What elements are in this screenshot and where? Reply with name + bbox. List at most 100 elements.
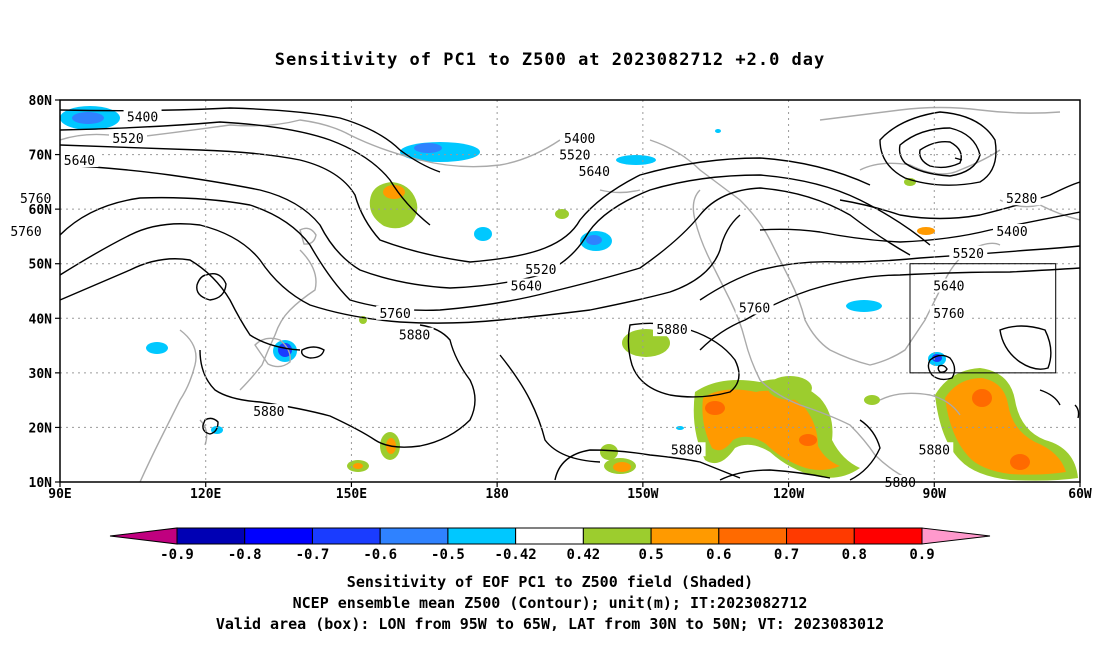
shaded-sensitivity bbox=[60, 106, 1078, 481]
lat-label: 50N bbox=[29, 258, 53, 273]
contour-label: 5400 bbox=[127, 110, 158, 125]
contour-label-bg bbox=[395, 327, 434, 342]
colorbar-label: 0.5 bbox=[638, 547, 663, 563]
lon-label: 90W bbox=[923, 487, 947, 502]
contour-label: 5520 bbox=[525, 263, 556, 278]
contour-label-bg bbox=[376, 305, 415, 320]
colorbar-segment bbox=[244, 527, 313, 545]
contour-label-bg bbox=[521, 262, 560, 277]
page-title: Sensitivity of PC1 to Z500 at 2023082712… bbox=[274, 50, 826, 70]
colorbar-segment bbox=[379, 527, 449, 545]
colorbar-low-extension bbox=[109, 527, 178, 545]
colorbar-label: -0.42 bbox=[495, 547, 537, 563]
lon-label: 180 bbox=[485, 487, 509, 502]
colorbar-segment bbox=[786, 527, 855, 545]
colorbar-segment bbox=[311, 527, 381, 545]
contour-label-bg bbox=[7, 223, 45, 238]
contour-label: 5520 bbox=[953, 247, 984, 262]
contour-label: 5760 bbox=[10, 225, 41, 240]
lon-label: 120E bbox=[190, 487, 221, 502]
contour-label: 5520 bbox=[112, 132, 143, 147]
axis-ticks bbox=[55, 99, 1081, 487]
valid-area-box bbox=[909, 263, 1057, 374]
lon-label: 120W bbox=[773, 487, 804, 502]
contour-label-bg bbox=[109, 131, 147, 146]
contour-label: 5760 bbox=[20, 192, 51, 207]
longitude-labels: 90E 120E 150E 180 150W 120W 90W 60W bbox=[48, 487, 1092, 502]
figure-captions: Sensitivity of EOF PC1 to Z500 field (Sh… bbox=[0, 572, 1100, 635]
colorbar-segment bbox=[650, 527, 720, 545]
colorbar-label: 0.42 bbox=[567, 547, 601, 563]
colorbar-segment bbox=[853, 527, 923, 545]
z500-contours bbox=[60, 107, 1080, 481]
contour-label-bg bbox=[60, 153, 99, 168]
contour-label-bg bbox=[949, 245, 988, 260]
lat-label: 80N bbox=[29, 94, 53, 109]
contour-label-bg bbox=[653, 322, 691, 337]
contour-label: 5520 bbox=[559, 149, 590, 164]
contour-label: 5880 bbox=[919, 443, 950, 458]
contour-label: 5760 bbox=[933, 307, 964, 322]
lat-label: 40N bbox=[29, 312, 53, 327]
contour-label: 5760 bbox=[739, 301, 770, 316]
contour-label-bg bbox=[123, 109, 162, 124]
contour-label-bg bbox=[575, 163, 614, 178]
contour-label: 5760 bbox=[379, 307, 410, 322]
colorbar-label: 0.9 bbox=[909, 547, 934, 563]
latitude-labels: 80N 70N 60N 50N 40N 30N 20N 10N bbox=[29, 94, 53, 491]
contour-label: 5400 bbox=[564, 132, 595, 147]
colorbar-label: 0.7 bbox=[774, 547, 799, 563]
contour-label: 5640 bbox=[933, 280, 964, 295]
contour-label-bg bbox=[560, 131, 599, 146]
contour-label-bg bbox=[1002, 191, 1041, 206]
colorbar-high-extension bbox=[921, 527, 991, 545]
contour-label: 5880 bbox=[253, 405, 284, 420]
contour-label-bg bbox=[555, 147, 594, 162]
contour-labels: 5400552056405760576054005520564052805400… bbox=[7, 109, 1041, 491]
colorbar-label: -0.8 bbox=[228, 547, 262, 563]
contour-label: 5640 bbox=[511, 280, 542, 295]
lon-label: 150W bbox=[627, 487, 658, 502]
colorbar-segment bbox=[582, 527, 652, 545]
colorbar-label: -0.6 bbox=[363, 547, 397, 563]
contour-label-bg bbox=[929, 278, 968, 293]
lat-label: 30N bbox=[29, 367, 53, 382]
colorbar-segment bbox=[447, 527, 517, 545]
contour-label-bg bbox=[507, 278, 546, 293]
colorbar-segment bbox=[718, 527, 788, 545]
lon-label: 60W bbox=[1068, 487, 1092, 502]
caption-line-2: NCEP ensemble mean Z500 (Contour); unit(… bbox=[292, 594, 808, 612]
lon-label: 150E bbox=[336, 487, 367, 502]
contour-label-bg bbox=[735, 300, 774, 315]
contour-label: 5880 bbox=[885, 476, 916, 491]
contour-label-bg bbox=[915, 442, 954, 457]
colorbar-labels: -0.9 -0.8 -0.7 -0.6 -0.5 -0.42 0.42 0.5 0.6 0.7 0.… bbox=[160, 547, 935, 563]
lon-label: 90E bbox=[48, 487, 71, 502]
contour-label-bg bbox=[667, 442, 706, 457]
lat-label: 60N bbox=[29, 203, 53, 218]
lat-label: 10N bbox=[29, 476, 53, 491]
contour-label-bg bbox=[993, 223, 1031, 238]
colorbar-label: 0.8 bbox=[842, 547, 867, 563]
colorbar-segment bbox=[515, 527, 584, 545]
contour-label: 5880 bbox=[656, 323, 687, 338]
colorbar-label: 0.6 bbox=[706, 547, 731, 563]
caption-line-1: Sensitivity of EOF PC1 to Z500 field (Sh… bbox=[346, 573, 754, 591]
colorbar-label: -0.9 bbox=[160, 547, 194, 563]
contour-label: 5880 bbox=[671, 443, 702, 458]
plot-frame bbox=[59, 99, 1081, 483]
contour-label: 5640 bbox=[579, 165, 610, 180]
caption-line-3: Valid area (box): LON from 95W to 65W, L… bbox=[215, 615, 885, 633]
contour-label: 5400 bbox=[996, 225, 1027, 240]
colorbar-segment bbox=[176, 527, 246, 545]
colorbar-label: -0.5 bbox=[431, 547, 465, 563]
contour-label: 5280 bbox=[1006, 192, 1037, 207]
contour-label: 5640 bbox=[64, 154, 95, 169]
colorbar-label: -0.7 bbox=[296, 547, 330, 563]
contour-label-bg bbox=[929, 305, 968, 320]
lat-label: 20N bbox=[29, 421, 53, 436]
contour-label-bg bbox=[249, 404, 288, 419]
lat-label: 70N bbox=[29, 149, 53, 164]
colorbar bbox=[109, 527, 991, 545]
